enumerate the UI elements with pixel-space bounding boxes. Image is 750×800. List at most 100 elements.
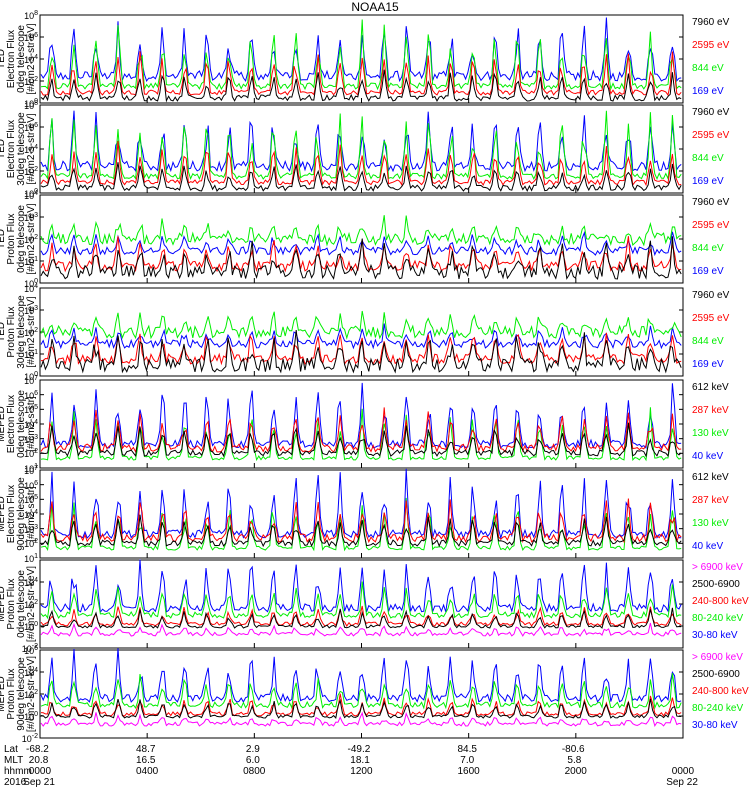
legend-entry: 2595 eV [692,40,730,51]
legend-entry: 40 keV [692,451,724,462]
y-axis-label-line: [#/cm2-s-str] [26,486,37,542]
y-tick-label: 106 [24,479,38,491]
panel-8 [39,648,684,739]
series-line-80-240-kev [40,581,682,620]
legend-entry: 169 eV [692,359,724,370]
legend-entry: 7960 eV [692,107,730,118]
y-tick-label: 105 [24,494,38,506]
series-line-2595-ev [40,140,682,187]
x-tick-label-mlt: 7.0 [460,755,475,766]
x-tick-label-hhmm: 1600 [457,766,480,777]
series-line-7960-ev [40,162,682,192]
y-tick-label: 104 [24,190,38,201]
x-tick-label-hhmm: 0400 [135,766,159,777]
y-tick-label: 100 [24,188,38,199]
y-axis-label: TED Proton Flux 0deg telescope [#/cm2-s-str… [0,194,37,284]
y-tick-label: 107 [24,465,38,476]
legend-entry: 40 keV [692,541,724,552]
series-line-30-80-kev [40,559,682,614]
x-tick-label-lat: -49.2 [347,744,371,755]
x-tick-label-mlt: 6.0 [245,755,260,766]
y-tick-label: 100 [24,278,38,289]
series-line-130-kev [40,407,682,462]
panel-1 [39,14,684,104]
x-tick-label-mlt: 5.8 [567,755,582,766]
series-line-7960-ev [40,69,682,103]
y-axis-label-line: [#/cm2-s-str-eV] [26,203,37,275]
y-tick-label: 103 [24,523,38,535]
y-axis-label-line: [#/cm2-s-str-keV] [26,565,37,643]
series-line-844-ev [40,215,682,247]
series-line-2500-6900 [40,698,682,719]
panel-6 [39,468,684,559]
legend-entry: 844 eV [692,243,724,254]
legend-entry: 130 keV [692,518,729,529]
y-axis-label-line: [#/cm2-s-str-eV] [26,296,37,368]
series-line-844-ev [40,310,682,340]
series-line-2500-6900 [40,607,682,629]
y-tick-label: 101 [24,256,38,267]
legend-entry: 612 keV [692,382,729,393]
x-axis-row-label: Lat [4,744,18,755]
y-tick-label: 102 [24,76,38,87]
x-tick-label-lat: -80.6 [561,744,585,755]
legend-entry: 169 eV [692,86,724,97]
y-tick-label: 105 [24,404,38,416]
y-tick-label: 106 [24,32,38,43]
x-axis-row-label: hhmm [4,766,32,777]
series-line-30-80-kev [40,648,682,703]
series-line-844-ev [40,19,682,91]
x-axis-row-label: MLT [4,755,24,766]
y-axis-label-line: [#/cm2-s-str] [26,396,37,452]
y-tick-label: 104 [24,577,38,588]
y-tick-label: 104 [24,419,38,430]
y-tick-label: 100 [24,371,38,382]
y-tick-label: 100 [24,98,38,109]
y-axis-label-line: [#/cm2-s-str-eV] [26,23,37,95]
y-tick-label: 104 [24,144,38,155]
x-tick-label-mlt: 16.5 [135,755,156,766]
legend-entry: > 6900 keV [692,652,743,663]
y-tick-label: 10-2 [21,643,38,654]
x-tick-label-hhmm: 0000 [28,766,52,777]
panel-2 [39,104,684,194]
legend-entry: 169 eV [692,266,724,277]
x-tick-label-hhmm: 0800 [243,766,266,777]
y-axis-label: TED Electron Flux 30deg telescope [#/cm2-s-… [0,104,37,194]
y-axis-label: MEPED Electron Flux 90deg telescope [#/cm2-… [0,469,37,559]
series-line--6900-kev [40,622,682,637]
legend-entry: 2595 eV [692,313,730,324]
series-line-7960-ev [40,236,682,280]
y-tick-label: 102 [24,599,38,610]
series-line-2595-ev [40,236,682,273]
y-tick-label: 106 [24,122,38,133]
y-tick-label: 106 [24,389,38,401]
x-tick-label-mlt: 18.1 [350,755,370,766]
x-tick-label-lat: -68.2 [26,744,49,755]
legend-entry: 240-800 keV [692,596,749,607]
y-tick-label: 102 [24,538,38,550]
series-line-169-ev [40,323,682,350]
legend-entry: 2500-6900 [692,579,740,590]
legend-entry: 7960 eV [692,290,730,301]
figure-title: NOAA15 [351,0,399,14]
legend-entry: 80-240 keV [692,613,744,624]
series-line-2595-ev [40,51,682,97]
legend-entry: 612 keV [692,472,729,483]
legend-entry: 2500-6900 [692,669,740,680]
series-line-844-ev [40,110,682,181]
panel-4 [39,287,684,377]
y-tick-label: 106 [24,645,38,656]
legend-entry: 287 keV [692,405,729,416]
y-tick-label: 103 [24,305,38,316]
y-tick-label: 104 [24,509,38,520]
y-axis-label: MEPED Proton Flux 0deg telescope [#/cm2-s-s… [0,559,37,649]
y-tick-label: 103 [24,212,38,223]
y-axis-label: TED Electron Flux 0deg telescope [#/cm2-s-s… [0,14,37,104]
panel-7 [39,559,684,649]
series-line-2595-ev [41,332,682,366]
y-tick-label: 107 [24,375,38,386]
legend-entry: 30-80 keV [692,630,738,641]
series-line-169-ev [40,17,682,83]
